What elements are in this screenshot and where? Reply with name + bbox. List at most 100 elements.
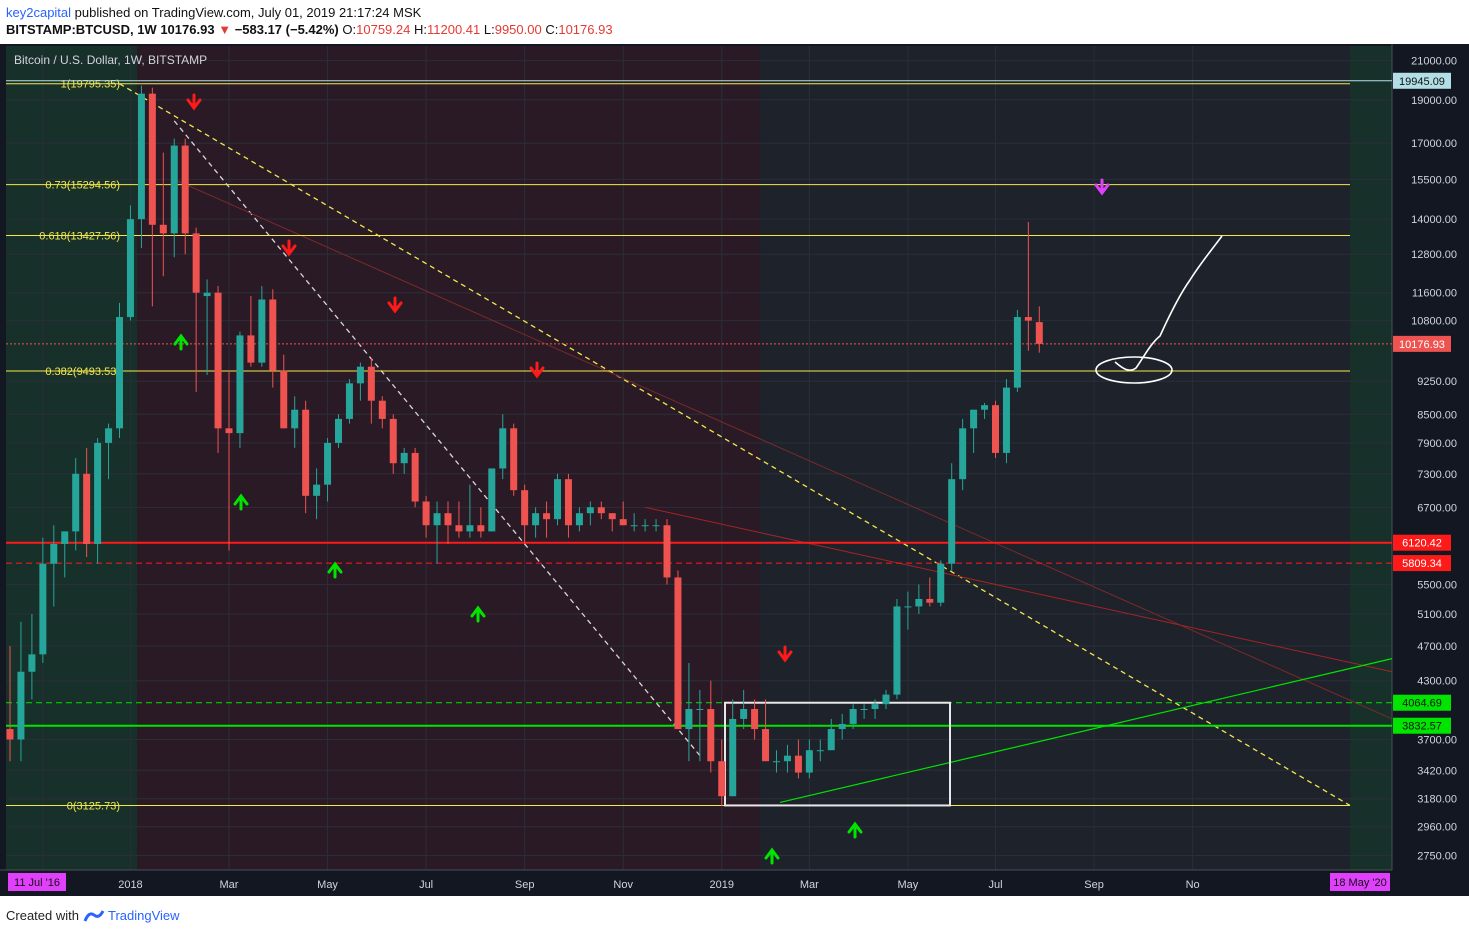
publish-line: key2capital published on TradingView.com… [6, 5, 421, 20]
ohlc-low-label: L: [483, 22, 495, 37]
candle-body [816, 750, 824, 752]
candle-body [499, 428, 507, 469]
candle-body [225, 428, 233, 434]
symbol: BITSTAMP:BTCUSD, 1W [6, 22, 157, 37]
sell-arrow-icon [281, 239, 297, 257]
price-badge [1393, 555, 1451, 572]
ohlc-close-label: C: [545, 22, 559, 37]
chart-title: Bitcoin / U.S. Dollar, 1W, BITSTAMP [14, 53, 207, 67]
candle-body [444, 513, 452, 526]
candle-body [510, 428, 518, 491]
buy-arrow-icon [173, 333, 189, 351]
candle-body [992, 405, 999, 453]
sell-arrow-icon [387, 296, 403, 314]
y-tick-label: 3700.00 [1417, 734, 1457, 746]
ohlc-low: 9950.00 [494, 22, 542, 37]
buy-arrow-icon [847, 821, 863, 839]
bg-zone-green-left [6, 46, 138, 870]
candle-body [882, 694, 890, 705]
candle-body [674, 577, 682, 730]
candle-body [718, 761, 726, 797]
x-end-badge-label: 18 May '20 [1333, 877, 1386, 889]
candle-body [849, 709, 857, 724]
projection-curve [1114, 235, 1223, 371]
candle-body [773, 761, 780, 763]
candle-body [893, 606, 901, 695]
x-tick-label: Sep [1084, 879, 1104, 891]
candle-body [72, 473, 80, 532]
y-tick-label: 5100.00 [1417, 609, 1457, 621]
trendline-dark-red [174, 178, 1393, 720]
candle-body [214, 292, 222, 429]
candle-body [137, 93, 145, 220]
x-tick-label: 2019 [710, 879, 734, 891]
price-badge-label: 10176.93 [1399, 339, 1445, 351]
sell-arrow-icon [186, 93, 202, 111]
price-badge-label: 19945.09 [1399, 76, 1445, 88]
y-tick-label: 3420.00 [1417, 765, 1457, 777]
bg-zone-green-right [1350, 46, 1392, 870]
candle-body [126, 219, 134, 318]
candle-body [170, 145, 178, 234]
candle-body [258, 299, 266, 363]
candle-body [904, 606, 912, 608]
chart-area[interactable]: 21000.00 19000.00 17000.00 15500.00 14000.00… [0, 44, 1469, 896]
bg-zone-purple [137, 46, 761, 870]
candle-body [455, 525, 463, 532]
candle-body [203, 292, 211, 297]
candle-body [948, 479, 956, 564]
y-tick-label: 4700.00 [1417, 641, 1457, 653]
y-tick-label: 3180.00 [1417, 794, 1457, 806]
candle-body [291, 409, 299, 429]
price-badge-label: 3832.57 [1402, 721, 1442, 733]
y-tick-label: 2750.00 [1417, 851, 1457, 863]
candle-body [105, 428, 113, 443]
candle-body [981, 405, 989, 410]
candle-body [926, 598, 934, 603]
x-tick-label: Sep [515, 879, 535, 891]
candle-body [302, 409, 310, 496]
support-circle [1095, 356, 1173, 384]
x-tick-label: May [317, 879, 338, 891]
candle-body [488, 468, 496, 532]
y-tick-label: 12800.00 [1411, 249, 1457, 261]
fib-level-label: 0(3125.73) [67, 800, 120, 812]
price-badge [1393, 72, 1451, 89]
price-badge [1393, 717, 1451, 734]
candle-body [192, 233, 200, 293]
candle-body [17, 671, 25, 740]
candle-body [148, 93, 156, 225]
y-tick-label: 5500.00 [1417, 579, 1457, 591]
sell-arrow-magenta-icon [1094, 178, 1110, 196]
candle-body [751, 709, 759, 730]
author-link[interactable]: key2capital [6, 5, 72, 20]
candle-body [6, 729, 14, 740]
candle-body [367, 366, 375, 401]
fib-level-label: 0.73(15294.56) [45, 180, 120, 192]
candle-body [729, 718, 737, 797]
candle-body [707, 709, 715, 762]
candle-body [159, 224, 167, 234]
candle-body [575, 513, 583, 526]
accumulation-box [724, 701, 951, 807]
last-price: 10176.93 [160, 22, 215, 37]
candle-body [61, 531, 69, 545]
price-badge-label: 6120.42 [1402, 538, 1442, 550]
candle-body [543, 513, 551, 520]
y-tick-label: 11600.00 [1412, 288, 1457, 300]
buy-arrow-icon [764, 847, 780, 865]
candle-body [937, 563, 945, 603]
candle-body [39, 563, 47, 655]
candle-body [345, 383, 353, 419]
trendline-white-dashed [173, 120, 701, 757]
created-with-text: Created with [6, 908, 79, 923]
tradingview-link[interactable]: TradingView [108, 908, 180, 923]
y-tick-label: 17000.00 [1411, 138, 1457, 150]
buy-arrow-icon [327, 561, 343, 579]
y-tick-label: 8500.00 [1417, 409, 1457, 421]
candle-body [630, 525, 638, 527]
candle-body [532, 513, 540, 526]
ohlc-close: 10176.93 [558, 22, 613, 37]
price-chart-svg[interactable]: 21000.00 19000.00 17000.00 15500.00 14000.00… [0, 44, 1469, 896]
candle-body [827, 729, 835, 751]
